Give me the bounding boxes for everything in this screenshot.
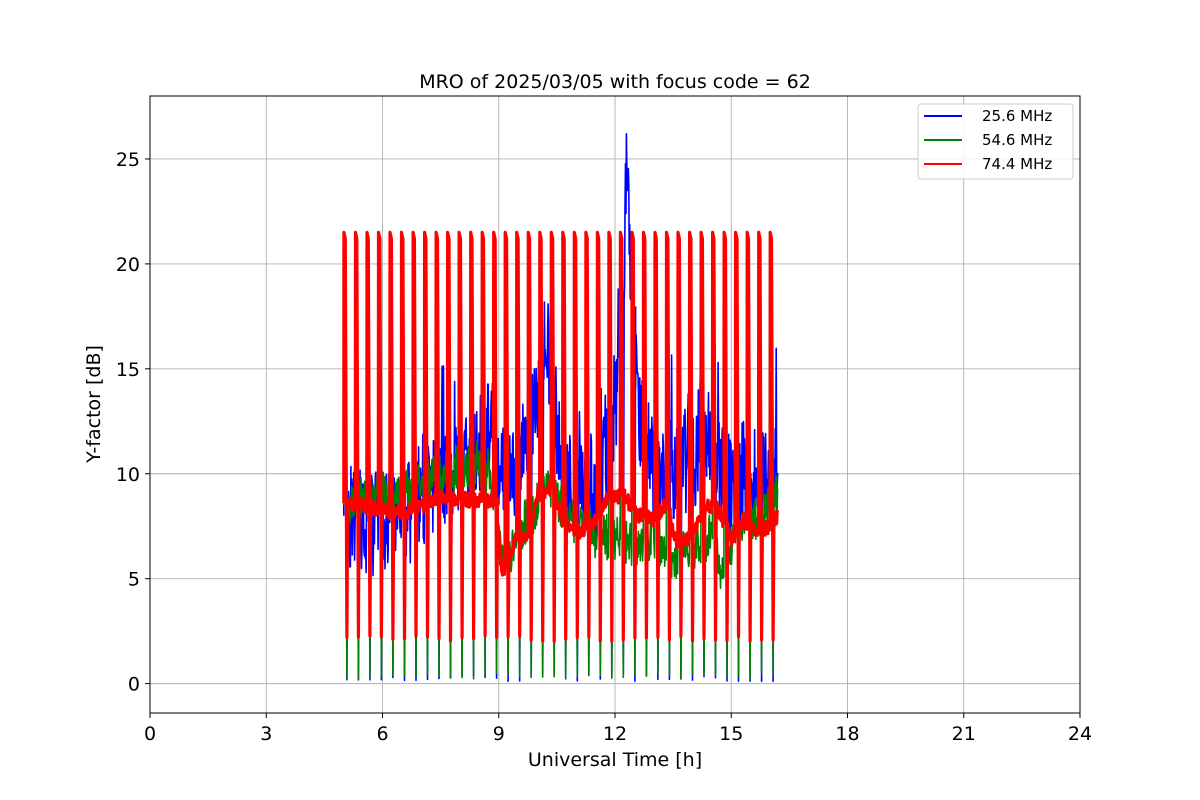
x-tick-label: 0 — [144, 723, 156, 745]
x-tick-label: 21 — [952, 723, 976, 745]
legend-box — [917, 103, 1074, 180]
y-tick-label: 25 — [116, 149, 140, 171]
legend-label: 54.6 MHz — [982, 131, 1052, 149]
y-axis-label: Y-factor [dB] — [83, 345, 105, 464]
y-tick-label: 0 — [128, 674, 140, 696]
x-tick-label: 24 — [1068, 723, 1092, 745]
plot-series — [342, 133, 780, 683]
x-tick-label: 12 — [603, 723, 627, 745]
legend: 25.6 MHz 54.6 MHz 74.4 MHz — [917, 103, 1074, 180]
y-tick-label: 10 — [116, 464, 140, 486]
x-tick-label: 18 — [835, 723, 859, 745]
x-axis: 0 3 6 9 12 15 18 21 24 — [144, 713, 1092, 745]
y-tick-label: 15 — [116, 359, 140, 381]
legend-label: 25.6 MHz — [982, 107, 1052, 125]
x-tick-label: 3 — [260, 723, 272, 745]
y-axis: 0 5 10 15 20 25 — [116, 149, 150, 696]
series-line — [342, 230, 780, 643]
x-axis-label: Universal Time [h] — [528, 749, 702, 771]
y-tick-label: 20 — [116, 254, 140, 276]
y-tick-label: 5 — [128, 569, 140, 591]
x-tick-label: 6 — [376, 723, 388, 745]
x-tick-label: 9 — [493, 723, 505, 745]
legend-label: 74.4 MHz — [982, 155, 1052, 173]
chart-title: MRO of 2025/03/05 with focus code = 62 — [419, 71, 811, 93]
x-tick-label: 15 — [719, 723, 743, 745]
